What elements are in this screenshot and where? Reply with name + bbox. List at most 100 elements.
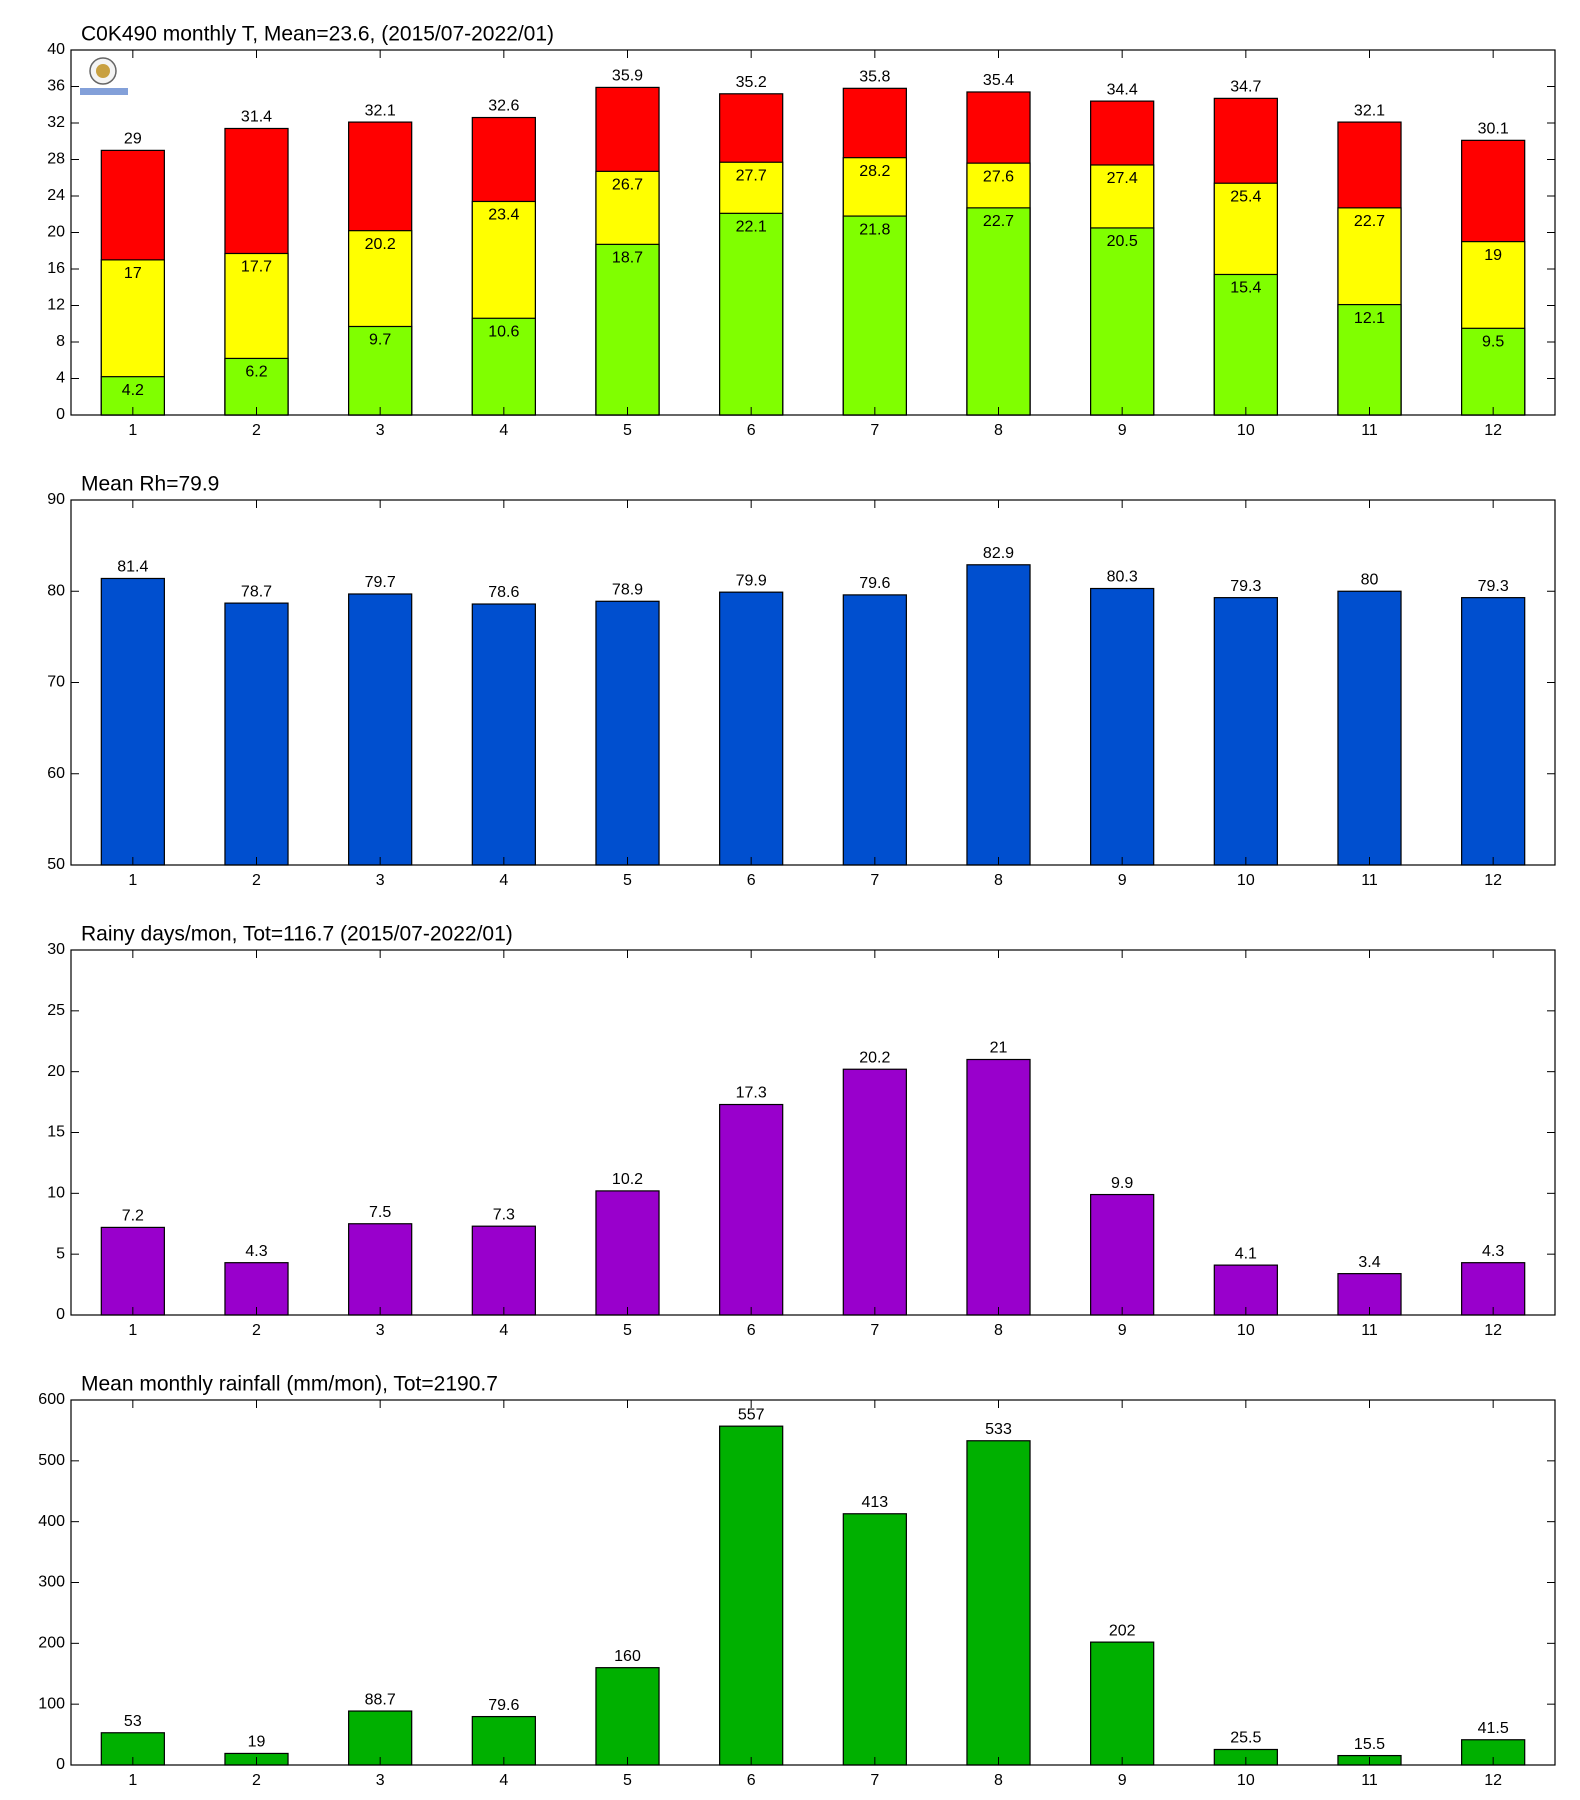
y-tick-label: 60 (47, 765, 65, 782)
value-label: 10.2 (612, 1171, 643, 1188)
x-tick-label: 12 (1484, 1322, 1502, 1339)
y-tick-label: 36 (47, 78, 65, 95)
x-tick-label: 11 (1361, 872, 1378, 889)
x-tick-label: 1 (128, 1322, 137, 1339)
value-label: 35.2 (736, 74, 767, 91)
y-tick-label: 8 (56, 333, 65, 350)
x-tick-label: 8 (994, 1322, 1003, 1339)
y-tick-label: 200 (38, 1635, 65, 1652)
axes-box (70, 1399, 1556, 1766)
y-tick-label: 25 (47, 1002, 65, 1019)
x-tick-label: 3 (376, 1322, 385, 1339)
value-label: 20.5 (1107, 233, 1138, 250)
value-label: 19 (1484, 247, 1502, 264)
value-label: 557 (738, 1406, 765, 1423)
value-label: 81.4 (117, 559, 148, 576)
bar (100, 1226, 165, 1316)
x-tick-label: 10 (1237, 422, 1255, 439)
bar (842, 1068, 907, 1316)
value-label: 21 (990, 1040, 1008, 1057)
value-label: 78.6 (488, 584, 519, 601)
x-tick-label: 2 (252, 872, 261, 889)
bar (1090, 227, 1155, 416)
y-tick-label: 0 (56, 406, 65, 423)
axes-box (70, 49, 1556, 416)
value-label: 9.5 (1482, 334, 1504, 351)
value-label: 10.6 (488, 323, 519, 340)
y-tick-label: 15 (47, 1124, 65, 1141)
value-label: 25.4 (1230, 188, 1261, 205)
x-tick-label: 4 (499, 1772, 508, 1789)
value-label: 12.1 (1354, 310, 1385, 327)
bar (348, 1223, 413, 1316)
y-tick-label: 20 (47, 1063, 65, 1080)
y-tick-label: 0 (56, 1306, 65, 1323)
x-tick-label: 9 (1118, 422, 1127, 439)
bar (966, 564, 1031, 866)
value-label: 533 (985, 1421, 1012, 1438)
y-tick-label: 16 (47, 260, 65, 277)
x-tick-label: 9 (1118, 1772, 1127, 1789)
x-tick-label: 12 (1484, 422, 1502, 439)
value-label: 80.3 (1107, 569, 1138, 586)
bar (1213, 597, 1278, 866)
value-label: 32.1 (1354, 102, 1385, 119)
value-label: 21.8 (859, 221, 890, 238)
value-label: 82.9 (983, 545, 1014, 562)
value-label: 31.4 (241, 109, 272, 126)
y-tick-label: 80 (47, 582, 65, 599)
bar (348, 325, 413, 416)
x-tick-label: 5 (623, 1772, 632, 1789)
bar (1090, 587, 1155, 866)
chart-title: C0K490 monthly T, Mean=23.6, (2015/07-20… (81, 23, 554, 46)
value-label: 7.5 (369, 1204, 391, 1221)
bar (966, 1058, 1031, 1316)
bar (842, 1513, 907, 1766)
x-tick-label: 10 (1237, 1322, 1255, 1339)
y-tick-label: 30 (47, 941, 65, 958)
value-label: 79.3 (1478, 578, 1509, 595)
y-tick-label: 70 (47, 674, 65, 691)
bar (966, 1440, 1031, 1766)
value-label: 15.5 (1354, 1736, 1385, 1753)
bar (471, 1225, 536, 1316)
y-tick-label: 0 (56, 1756, 65, 1773)
x-tick-label: 10 (1237, 872, 1255, 889)
value-label: 19 (248, 1734, 266, 1751)
x-tick-label: 6 (747, 1322, 756, 1339)
x-tick-label: 6 (747, 422, 756, 439)
chart-title: Mean Rh=79.9 (81, 473, 219, 496)
value-label: 6.2 (245, 364, 267, 381)
value-label: 9.7 (369, 332, 391, 349)
logo (80, 57, 128, 95)
value-label: 79.9 (736, 572, 767, 589)
y-tick-label: 50 (47, 856, 65, 873)
bar (348, 1710, 413, 1766)
y-tick-label: 32 (47, 114, 65, 131)
value-label: 27.4 (1107, 170, 1138, 187)
x-tick-label: 6 (747, 872, 756, 889)
bar (842, 594, 907, 866)
bar (1337, 1273, 1402, 1316)
bar (1090, 1641, 1155, 1766)
y-tick-label: 90 (47, 491, 65, 508)
x-tick-label: 11 (1361, 1772, 1378, 1789)
y-tick-label: 28 (47, 151, 65, 168)
value-label: 9.9 (1111, 1175, 1133, 1192)
bar (1337, 590, 1402, 866)
value-label: 4.2 (122, 382, 144, 399)
value-label: 160 (614, 1648, 641, 1665)
bar (471, 603, 536, 866)
x-tick-label: 3 (376, 872, 385, 889)
bar (595, 600, 660, 866)
bar (595, 243, 660, 416)
bar (1461, 1739, 1526, 1766)
y-tick-label: 400 (38, 1513, 65, 1530)
value-label: 34.4 (1107, 81, 1138, 98)
value-label: 80 (1361, 571, 1379, 588)
bar (595, 1190, 660, 1316)
x-tick-label: 2 (252, 1322, 261, 1339)
axes-box (70, 949, 1556, 1316)
value-label: 79.6 (488, 1697, 519, 1714)
value-label: 34.7 (1230, 79, 1261, 96)
